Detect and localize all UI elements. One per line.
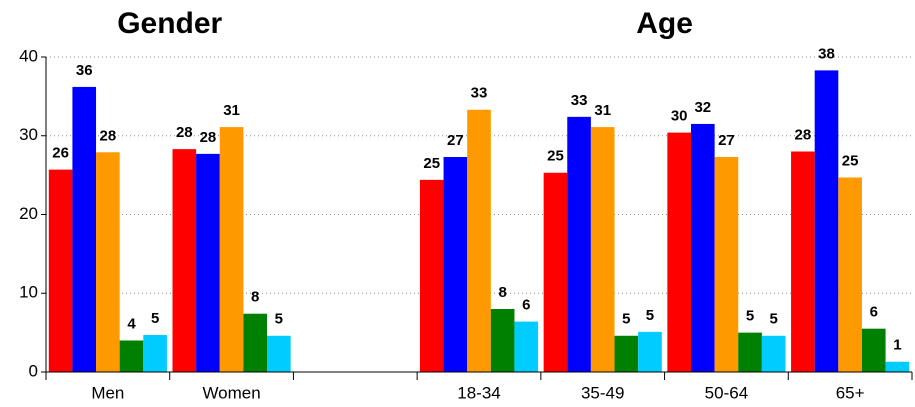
data-label: 5 (646, 307, 654, 324)
data-label: 8 (251, 289, 259, 306)
bar (738, 332, 762, 372)
bar (814, 70, 839, 372)
data-label: 38 (818, 45, 835, 62)
y-tick-label: 10 (19, 283, 38, 302)
data-label: 5 (770, 311, 778, 328)
data-label: 31 (594, 102, 611, 119)
bar (243, 313, 268, 372)
bar (514, 321, 539, 372)
bar (667, 132, 691, 372)
x-tick-label: 18-34 (457, 383, 500, 402)
data-label: 33 (571, 92, 588, 109)
bar (419, 179, 444, 372)
y-tick-label: 40 (19, 46, 38, 65)
data-label: 33 (471, 85, 488, 102)
data-label: 25 (423, 155, 440, 172)
bar (714, 157, 739, 372)
bar (143, 334, 167, 372)
bar (96, 152, 120, 372)
data-label: 31 (223, 102, 240, 119)
data-label: 6 (870, 304, 878, 321)
group-title: Age (636, 7, 693, 40)
bar (48, 169, 73, 372)
bar (196, 153, 220, 372)
data-label: 32 (694, 99, 711, 116)
bar (885, 361, 910, 372)
data-label: 26 (52, 145, 69, 162)
data-label: 36 (76, 62, 93, 79)
y-tick-label: 30 (19, 125, 38, 144)
bar (791, 151, 815, 372)
data-label: 6 (522, 297, 530, 314)
bar (614, 335, 639, 372)
data-label: 1 (893, 337, 901, 354)
x-tick-label: Men (91, 383, 124, 402)
data-label: 8 (498, 284, 506, 301)
bar (543, 172, 568, 372)
data-label: 5 (151, 310, 159, 327)
bar (490, 309, 515, 372)
data-label: 25 (842, 152, 859, 169)
bar (590, 127, 615, 373)
y-tick-label: 20 (19, 204, 38, 223)
data-label: 27 (447, 132, 464, 149)
bar (838, 177, 862, 372)
bar (219, 127, 244, 373)
bar (638, 331, 662, 372)
y-tick-label: 0 (29, 361, 38, 380)
bar (267, 335, 291, 372)
data-label: 5 (746, 308, 754, 325)
data-label: 5 (622, 311, 630, 328)
bar (467, 109, 491, 372)
bar (861, 328, 886, 372)
bar (567, 116, 591, 372)
data-label: 30 (671, 108, 688, 125)
bar (443, 157, 468, 372)
x-tick-label: 35-49 (581, 383, 624, 402)
x-tick-label: 65+ (836, 383, 865, 402)
data-label: 4 (127, 315, 136, 332)
data-label: 5 (275, 311, 283, 328)
bar (172, 149, 197, 372)
data-label: 28 (200, 129, 217, 146)
data-label: 27 (718, 132, 735, 149)
data-label: 28 (176, 124, 193, 141)
data-label: 25 (547, 148, 564, 165)
bar (690, 123, 715, 372)
data-label: 28 (795, 126, 812, 143)
x-tick-label: Women (202, 383, 260, 402)
data-label: 28 (100, 127, 117, 144)
group-title: Gender (117, 7, 222, 40)
bar (72, 86, 97, 373)
bar (761, 335, 786, 372)
x-tick-label: 50-64 (705, 383, 748, 402)
bar (119, 340, 144, 372)
